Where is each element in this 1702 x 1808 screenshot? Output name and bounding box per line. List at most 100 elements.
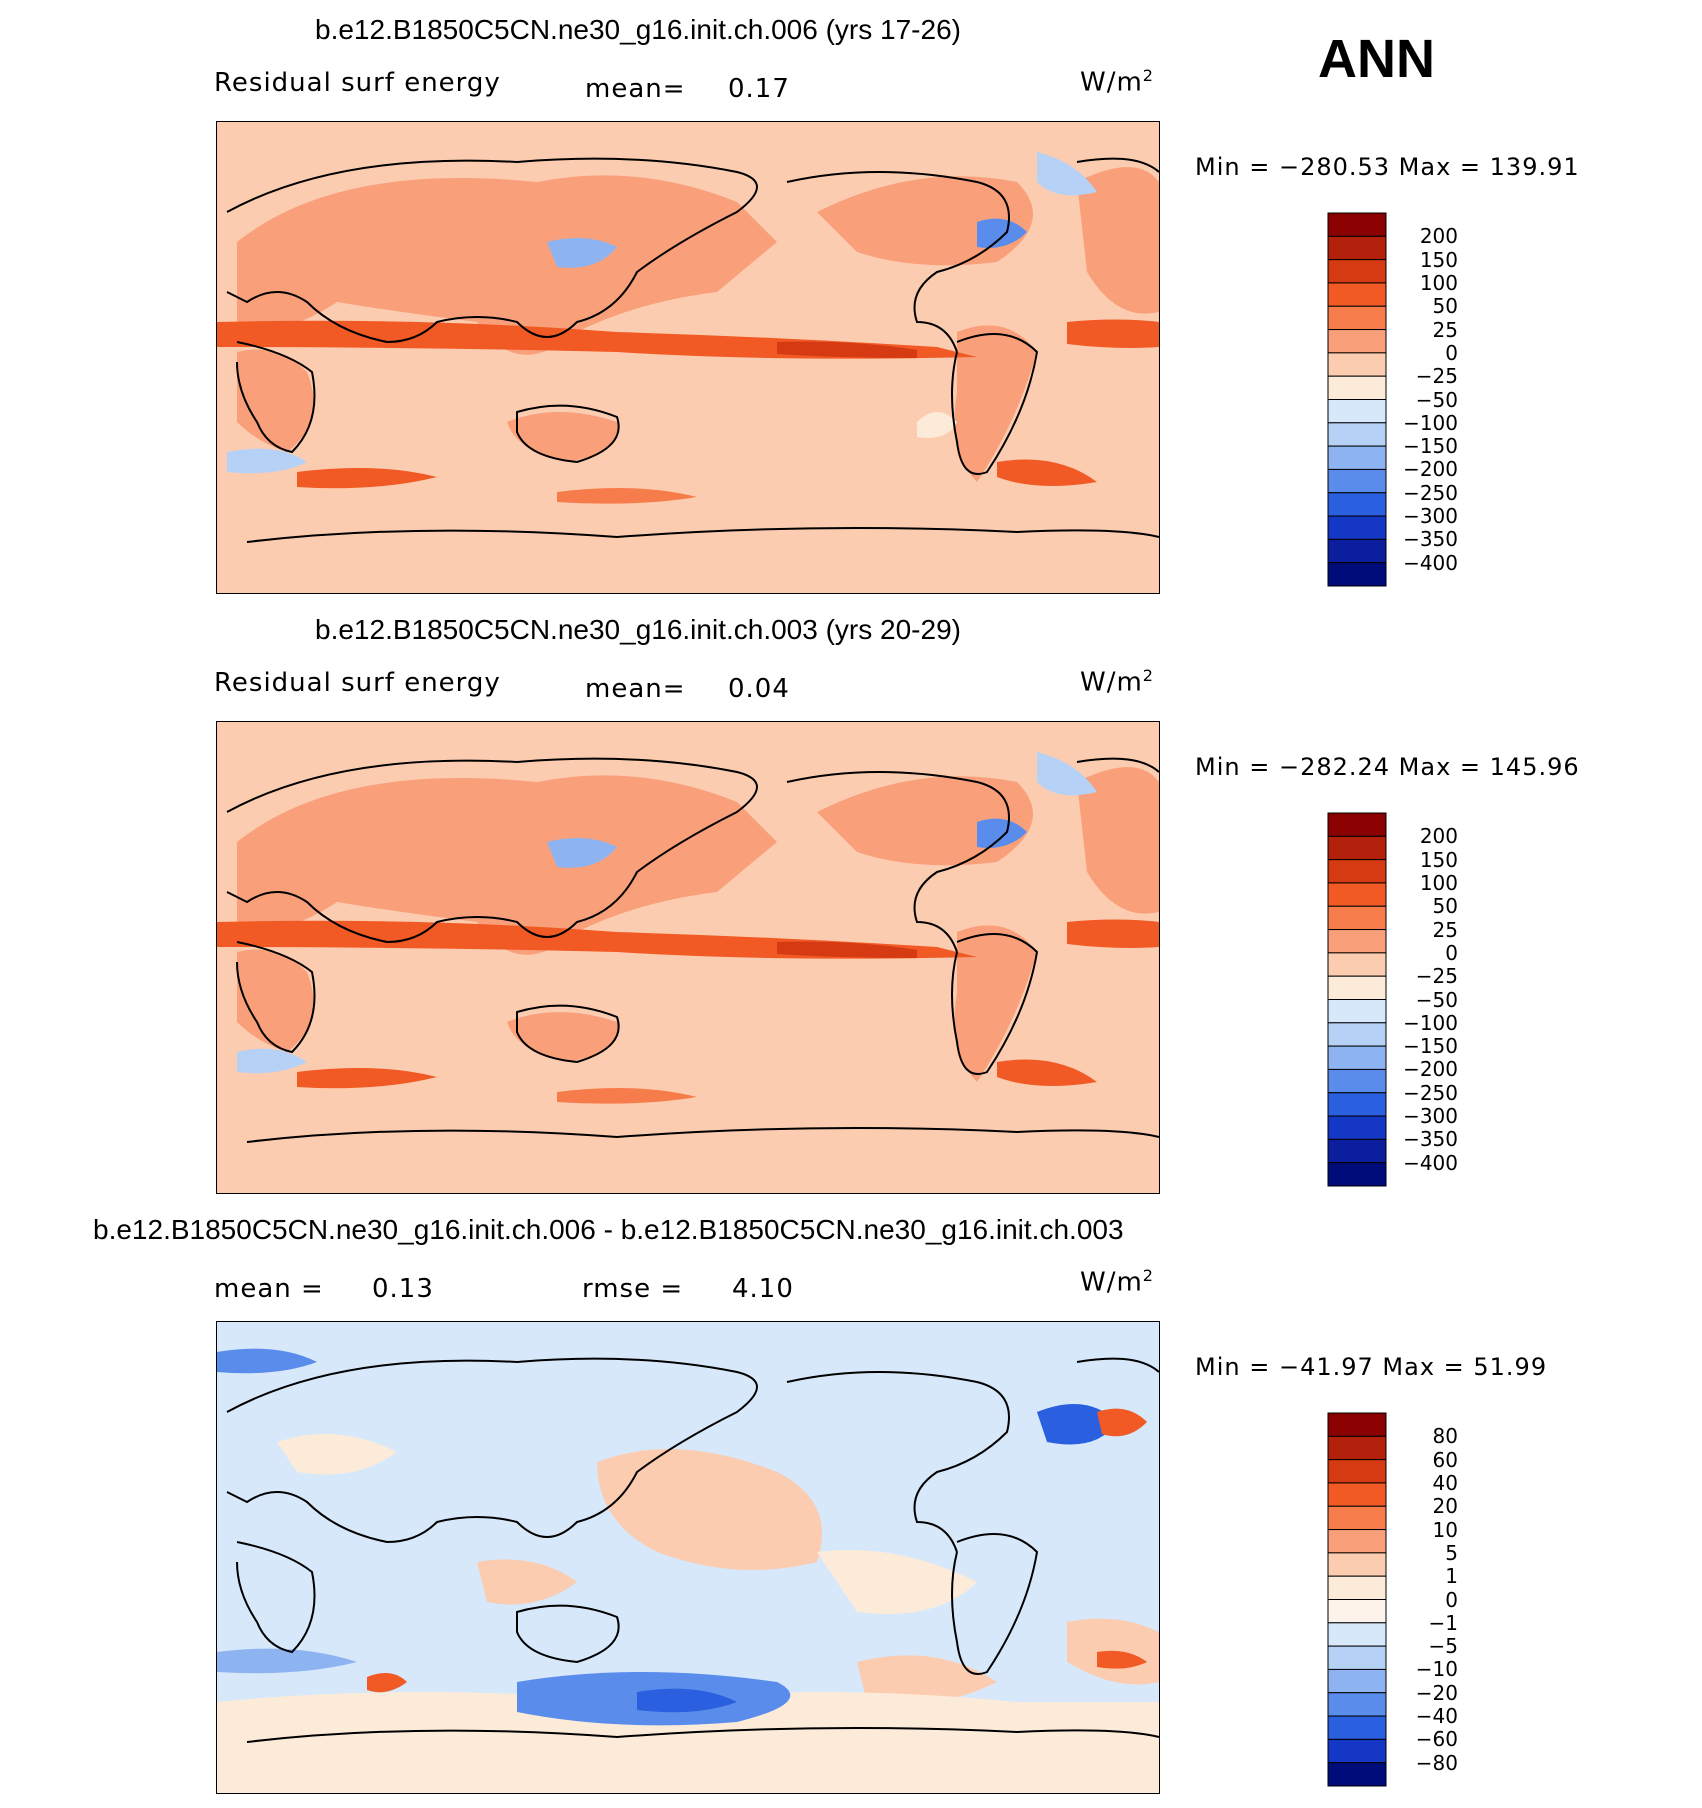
panel-1-map-field xyxy=(217,122,1159,593)
colorbar-label: −50 xyxy=(1415,987,1458,1012)
colorbar-swatch xyxy=(1327,1162,1387,1187)
colorbar-label: −350 xyxy=(1403,527,1458,552)
colorbar-label: 100 xyxy=(1419,270,1458,295)
colorbar-swatch xyxy=(1327,1599,1387,1624)
panel-1-title: b.e12.B1850C5CN.ne30_g16.init.ch.006 (yr… xyxy=(315,14,961,45)
colorbar-swatch xyxy=(1327,212,1387,237)
colorbar-swatch xyxy=(1327,999,1387,1024)
colorbar-label: 40 xyxy=(1432,1470,1458,1495)
panel-3-mean-label: mean = xyxy=(214,1274,324,1304)
colorbar-label: 1 xyxy=(1445,1564,1458,1589)
colorbar-label: −5 xyxy=(1428,1634,1458,1659)
colorbar-label: −200 xyxy=(1403,457,1458,482)
colorbar-swatch xyxy=(1327,282,1387,307)
units-base: W/m xyxy=(1080,67,1143,98)
colorbar-swatch xyxy=(1327,1645,1387,1670)
colorbar-label: 25 xyxy=(1432,317,1458,342)
panel-3-colorbar-labels: 80 60 40 20 10 5 1 0 −1 −5 −10 −20 −40 −60 −80 xyxy=(1394,1412,1474,1787)
panel-3-title: b.e12.B1850C5CN.ne30_g16.init.ch.006 - b… xyxy=(93,1214,1124,1245)
panel-2-mean-value: 0.04 xyxy=(728,674,790,704)
colorbar-swatch xyxy=(1327,882,1387,907)
colorbar-label: −100 xyxy=(1403,1010,1458,1035)
colorbar-label: −400 xyxy=(1403,1150,1458,1175)
colorbar-label: −150 xyxy=(1403,434,1458,459)
panel-1-colorbar-labels: 200 150 100 50 25 0 −25 −50 −100 −150 −200 −250 −300… xyxy=(1394,212,1474,587)
units-exp: 2 xyxy=(1142,1266,1154,1285)
colorbar-label: 20 xyxy=(1432,1494,1458,1519)
panel-3-map xyxy=(216,1321,1160,1794)
colorbar-swatch xyxy=(1327,375,1387,400)
colorbar-swatch xyxy=(1327,1045,1387,1070)
colorbar-swatch xyxy=(1327,1622,1387,1647)
colorbar-label: 80 xyxy=(1432,1424,1458,1449)
panel-2-map xyxy=(216,721,1160,1194)
colorbar-label: −10 xyxy=(1415,1657,1458,1682)
panel-2-colorbar-swatches xyxy=(1327,812,1387,1187)
colorbar-swatch xyxy=(1327,1715,1387,1740)
colorbar-swatch xyxy=(1327,1435,1387,1461)
units-exp: 2 xyxy=(1142,666,1154,685)
colorbar-swatch xyxy=(1327,1762,1387,1787)
colorbar-label: −250 xyxy=(1403,1080,1458,1105)
colorbar-swatch xyxy=(1327,538,1387,564)
colorbar-label: 200 xyxy=(1419,224,1458,249)
colorbar-swatch xyxy=(1327,492,1387,517)
colorbar-label: −350 xyxy=(1403,1127,1458,1152)
units-base: W/m xyxy=(1080,1267,1143,1298)
colorbar-swatch xyxy=(1327,399,1387,424)
colorbar-label: −25 xyxy=(1415,364,1458,389)
colorbar-swatch xyxy=(1327,1552,1387,1577)
panel-2-units: W/m2 xyxy=(1080,666,1154,698)
panel-1-mean-value: 0.17 xyxy=(728,74,790,104)
colorbar-label: 150 xyxy=(1419,247,1458,272)
colorbar-swatch xyxy=(1327,468,1387,494)
colorbar-label: −150 xyxy=(1403,1034,1458,1059)
colorbar-swatch xyxy=(1327,305,1387,331)
panel-3-colorbar xyxy=(1327,1412,1387,1787)
colorbar-swatch xyxy=(1327,929,1387,954)
colorbar-swatch xyxy=(1327,1529,1387,1554)
colorbar-swatch xyxy=(1327,1482,1387,1507)
colorbar-swatch xyxy=(1327,1505,1387,1531)
colorbar-label: 100 xyxy=(1419,870,1458,895)
colorbar-swatch xyxy=(1327,422,1387,447)
panel-1-units: W/m2 xyxy=(1080,66,1154,98)
colorbar-swatch xyxy=(1327,1092,1387,1117)
colorbar-swatch xyxy=(1327,445,1387,470)
panel-3-minmax: Min = −41.97 Max = 51.99 xyxy=(1195,1353,1548,1381)
panel-1-map xyxy=(216,121,1160,594)
panel-2-mean-label: mean= xyxy=(585,674,686,704)
colorbar-swatch xyxy=(1327,1668,1387,1694)
colorbar-label: −300 xyxy=(1403,1104,1458,1129)
colorbar-label: 200 xyxy=(1419,824,1458,849)
units-exp: 2 xyxy=(1142,66,1154,85)
panel-2-variable: Residual surf energy xyxy=(214,668,501,698)
panel-1-mean-label: mean= xyxy=(585,74,686,104)
colorbar-swatch xyxy=(1327,562,1387,587)
panel-3-rmse-label: rmse = xyxy=(582,1274,684,1304)
colorbar-label: −100 xyxy=(1403,410,1458,435)
colorbar-swatch xyxy=(1327,952,1387,977)
colorbar-swatch xyxy=(1327,1115,1387,1140)
colorbar-label: 5 xyxy=(1445,1540,1458,1565)
panel-2-title: b.e12.B1850C5CN.ne30_g16.init.ch.003 (yr… xyxy=(315,614,961,645)
colorbar-label: 0 xyxy=(1445,1587,1458,1612)
colorbar-swatch xyxy=(1327,1692,1387,1717)
panel-2-map-field xyxy=(217,722,1159,1193)
colorbar-swatch xyxy=(1327,1022,1387,1047)
panel-3-map-field xyxy=(217,1322,1159,1793)
colorbar-label: −80 xyxy=(1415,1750,1458,1775)
panel-2-colorbar xyxy=(1327,812,1387,1187)
colorbar-label: 25 xyxy=(1432,917,1458,942)
colorbar-label: 60 xyxy=(1432,1447,1458,1472)
units-base: W/m xyxy=(1080,667,1143,698)
colorbar-label: −250 xyxy=(1403,480,1458,505)
colorbar-label: −1 xyxy=(1428,1610,1458,1635)
colorbar-swatch xyxy=(1327,1068,1387,1094)
panel-2-colorbar-labels: 200 150 100 50 25 0 −25 −50 −100 −150 −200 −250 −300… xyxy=(1394,812,1474,1187)
colorbar-swatch xyxy=(1327,859,1387,884)
colorbar-label: 150 xyxy=(1419,847,1458,872)
colorbar-label: −300 xyxy=(1403,504,1458,529)
colorbar-label: 50 xyxy=(1432,294,1458,319)
colorbar-label: −60 xyxy=(1415,1727,1458,1752)
